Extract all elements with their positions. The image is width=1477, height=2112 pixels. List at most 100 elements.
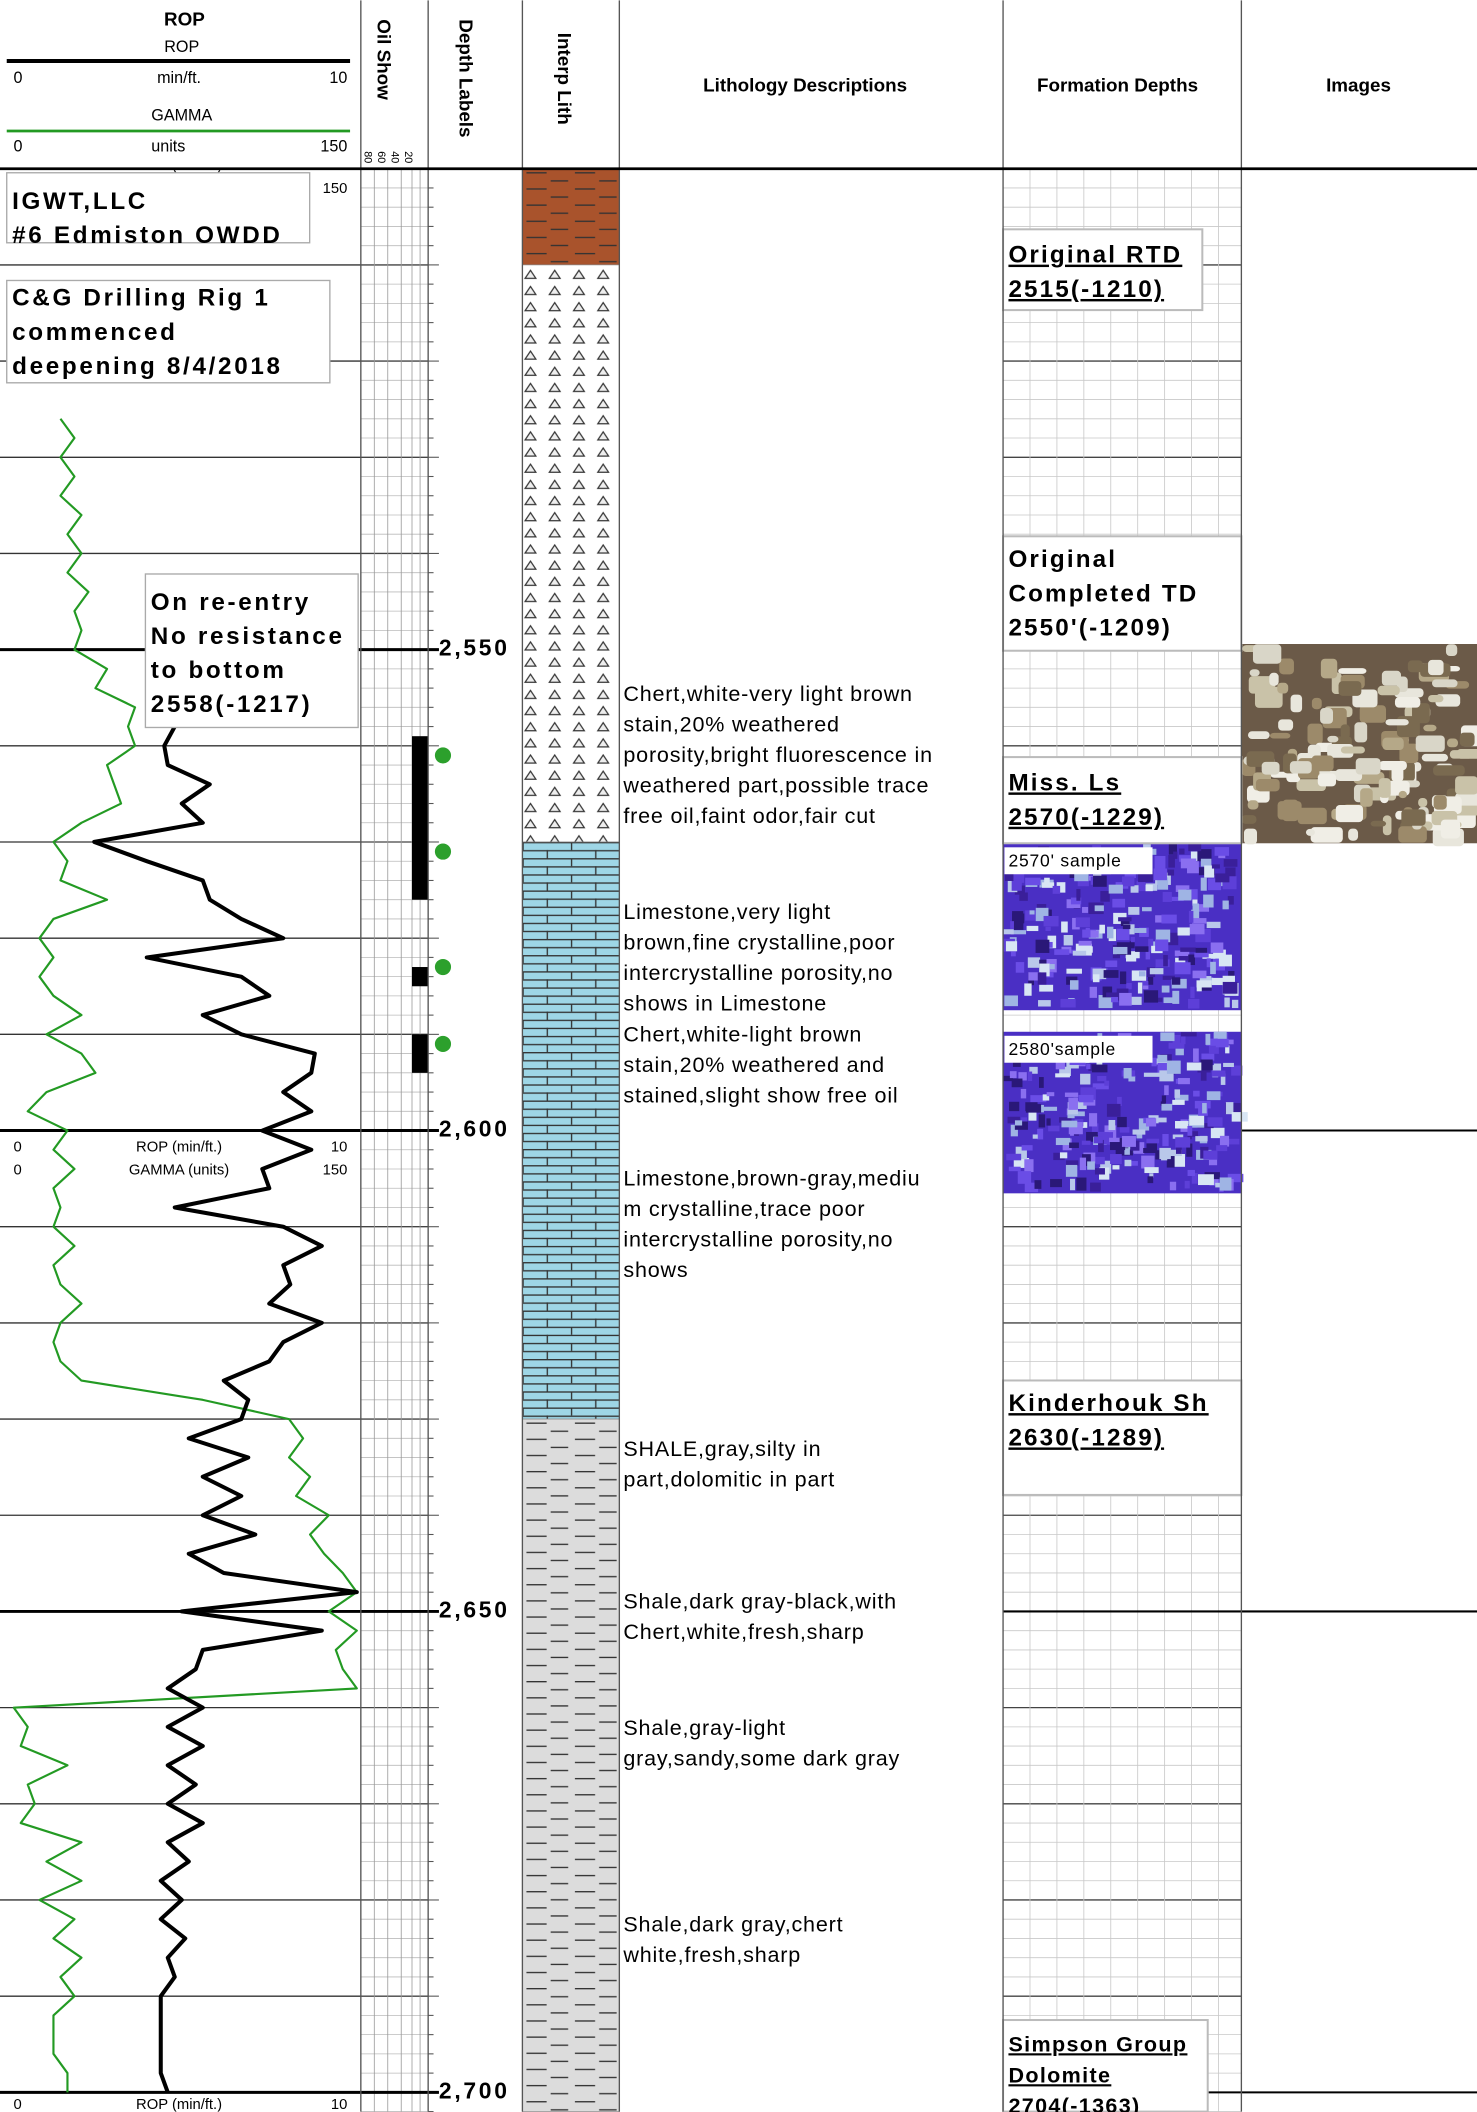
oil-show-tick: 60 xyxy=(375,151,387,163)
sample-grain xyxy=(1082,929,1097,938)
sample-grain xyxy=(1049,964,1055,970)
sample-grain xyxy=(1157,1054,1168,1063)
sample-grain xyxy=(1028,1112,1037,1121)
annotation-text: #6 Edmiston OWDD xyxy=(12,222,283,249)
chert-chip xyxy=(1297,807,1327,825)
sample-grain xyxy=(1190,986,1195,999)
sample-grain xyxy=(1174,950,1190,957)
sample-grain xyxy=(1206,1038,1218,1046)
sample-grain xyxy=(1184,1180,1190,1189)
chert-chip xyxy=(1385,719,1409,726)
lithology-description: Limestone,brown-gray,mediu xyxy=(623,1167,920,1191)
sample-grain xyxy=(1089,986,1097,998)
sample-grain xyxy=(1172,990,1180,1004)
sample-grain xyxy=(1081,1154,1091,1166)
sample-grain xyxy=(1192,970,1207,979)
sample-grain xyxy=(1013,916,1024,930)
formation-text: Dolomite xyxy=(1008,2063,1111,2087)
sample-grain xyxy=(1055,1058,1065,1070)
chert-chip xyxy=(1407,660,1423,673)
sample-grain xyxy=(1171,977,1181,985)
sample-grain xyxy=(1213,1031,1227,1044)
depth-tick-label: 2,650 xyxy=(439,1596,510,1622)
sample-grain xyxy=(1168,843,1177,855)
header-bg xyxy=(0,0,1477,169)
sample-grain xyxy=(1079,1157,1087,1171)
sample-grain xyxy=(1053,1152,1065,1161)
sample-grain xyxy=(1188,910,1194,923)
chert-chip xyxy=(1391,761,1404,782)
sample-grain xyxy=(1027,1071,1033,1081)
sample-grain xyxy=(1138,871,1153,883)
sample-grain xyxy=(1050,1179,1062,1188)
sample-grain xyxy=(1038,1114,1046,1128)
sample-grain xyxy=(1081,1140,1091,1145)
sample-grain xyxy=(1119,992,1132,1006)
chert-chip xyxy=(1348,828,1359,841)
sample-grain xyxy=(1056,882,1066,893)
chert-chip xyxy=(1433,795,1447,810)
chert-chip xyxy=(1261,761,1280,775)
sample-grain xyxy=(1054,949,1070,955)
rop-repeat-label: ROP (min/ft.) xyxy=(136,158,222,174)
chert-chip xyxy=(1360,788,1373,807)
sample-grain xyxy=(1020,1088,1027,1099)
chert-chip xyxy=(1241,815,1257,824)
sample-grain xyxy=(1093,875,1107,887)
sample-grain xyxy=(1231,1065,1243,1076)
sample-grain xyxy=(1224,997,1230,1008)
annotation-text: 2558(-1217) xyxy=(151,691,313,718)
sample-grain xyxy=(1143,1147,1157,1153)
chert-chip xyxy=(1401,809,1426,826)
sample-grain xyxy=(1105,960,1118,968)
rop-repeat-max: 10 xyxy=(331,2097,347,2112)
formation-text: Original RTD xyxy=(1008,242,1182,269)
sample-grain xyxy=(1089,1113,1098,1127)
chert-chip xyxy=(1269,672,1279,686)
sample-grain xyxy=(1087,1161,1095,1170)
rop-scale-max: 10 xyxy=(329,69,347,87)
sample-grain xyxy=(1190,851,1201,861)
sample-grain xyxy=(1139,971,1146,977)
sample-grain xyxy=(1136,881,1146,892)
sample-grain xyxy=(1193,1048,1199,1062)
sample-grain xyxy=(1044,877,1050,886)
chert-chip xyxy=(1243,828,1258,845)
sample-grain xyxy=(1116,928,1130,941)
sample-grain xyxy=(1187,1126,1193,1136)
sample-grain xyxy=(1086,1064,1091,1070)
gamma-curve xyxy=(12,418,358,2093)
sample-grain xyxy=(1172,1034,1181,1045)
sample-grain xyxy=(1097,1075,1107,1082)
sample-grain xyxy=(1231,1112,1248,1122)
formation-text: 2570(-1229) xyxy=(1008,804,1164,831)
sample-grain xyxy=(1146,1142,1158,1153)
sample-grain xyxy=(1132,1129,1146,1135)
gamma-repeat-max: 150 xyxy=(323,1162,348,1178)
sample-grain xyxy=(1166,1060,1181,1074)
sample-grain xyxy=(1155,997,1163,1002)
sample-grain xyxy=(1129,940,1135,949)
sample-grain xyxy=(1092,968,1107,980)
chert-chip xyxy=(1415,735,1445,752)
sample-grain xyxy=(1090,1182,1101,1192)
chert-chip xyxy=(1445,644,1458,657)
oil-show-tick: 40 xyxy=(389,151,401,163)
sample-grain xyxy=(1161,985,1170,993)
sample-grain xyxy=(1012,1060,1021,1067)
sample-grain xyxy=(1167,1149,1182,1157)
lithology-description: Shale,dark gray-black,with xyxy=(623,1589,897,1613)
sample-grain xyxy=(1006,1153,1022,1161)
sample-grain xyxy=(1215,873,1230,883)
fluorescence-dot xyxy=(434,1035,452,1053)
sample-grain xyxy=(1094,905,1104,912)
sample-grain xyxy=(1024,983,1032,996)
sample-grain xyxy=(1100,1160,1112,1174)
rop-name: ROP xyxy=(164,38,199,56)
sample-grain xyxy=(1076,1177,1087,1191)
annotation-text: IGWT,LLC xyxy=(12,188,148,215)
sample-grain xyxy=(1168,855,1175,868)
sample-grain xyxy=(1168,1042,1185,1049)
sample-grain xyxy=(1223,1062,1234,1068)
rop-curve xyxy=(92,725,359,2094)
